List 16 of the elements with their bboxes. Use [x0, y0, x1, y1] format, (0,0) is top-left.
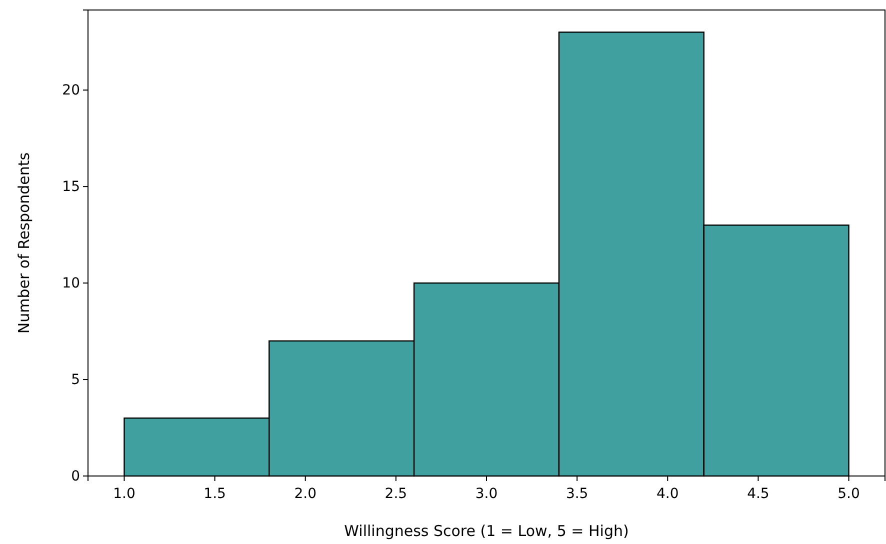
x-tick-label: 3.5: [566, 486, 588, 502]
y-tick-label: 10: [62, 276, 80, 292]
x-tick-label: 4.0: [656, 486, 679, 502]
x-tick-label: 5.0: [838, 486, 860, 502]
x-tick-label: 3.0: [475, 486, 498, 502]
y-tick-label: 0: [71, 468, 80, 484]
x-axis-title: Willingness Score (1 = Low, 5 = High): [344, 522, 629, 540]
y-axis-title: Number of Respondents: [15, 152, 33, 334]
x-tick-label: 1.5: [204, 486, 226, 502]
y-tick-label: 15: [62, 179, 80, 196]
y-tick-label: 5: [71, 372, 80, 388]
x-tick-label: 2.5: [384, 486, 408, 502]
y-tick-label: 20: [62, 82, 80, 99]
x-tick-label: 4.5: [747, 486, 770, 502]
x-tick-label: 1.0: [113, 486, 136, 502]
x-tick-label: 2.0: [294, 486, 316, 502]
